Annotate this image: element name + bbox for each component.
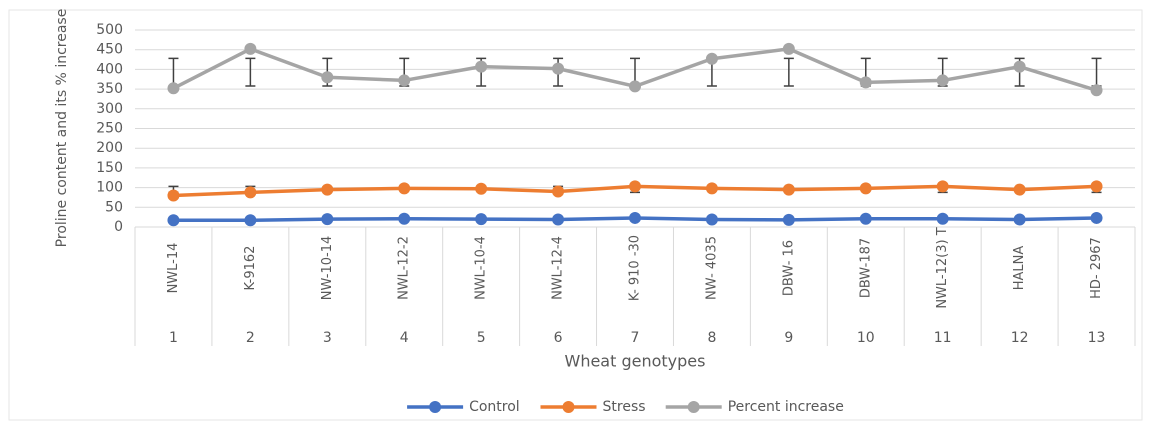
- category-number: 8: [707, 330, 716, 346]
- data-point: [167, 214, 180, 227]
- data-point: [629, 180, 641, 193]
- data-point: [705, 182, 718, 195]
- data-point: [1013, 183, 1026, 196]
- data-point: [321, 183, 334, 196]
- category-number: 6: [554, 330, 563, 346]
- category-number: 9: [784, 330, 793, 346]
- data-point: [398, 182, 411, 195]
- x-tick-label: NWL-12-2: [397, 236, 412, 300]
- x-tick-label: HALNA: [1012, 246, 1027, 291]
- legend-label: Control: [469, 399, 520, 415]
- error-bar: [783, 57, 794, 87]
- data-point: [475, 60, 488, 73]
- category-number: 11: [934, 330, 952, 346]
- data-point: [244, 42, 257, 55]
- y-tick-label: 300: [96, 101, 123, 117]
- category-number: 1: [169, 330, 178, 346]
- data-point: [552, 185, 565, 198]
- data-point: [936, 212, 949, 225]
- data-point: [1013, 213, 1026, 226]
- data-point: [936, 180, 949, 193]
- data-point: [552, 62, 565, 75]
- data-point: [936, 74, 949, 87]
- data-point: [475, 182, 488, 195]
- y-tick-label: 150: [96, 160, 123, 176]
- data-point: [244, 186, 257, 199]
- data-point: [859, 76, 872, 89]
- category-number: 7: [631, 330, 640, 346]
- category-number: 10: [857, 330, 875, 346]
- data-point: [705, 52, 718, 65]
- data-point: [167, 82, 180, 95]
- data-point: [552, 213, 565, 226]
- data-point: [629, 211, 641, 224]
- data-point: [1090, 84, 1103, 97]
- x-tick-label: DBW- 16: [781, 240, 796, 296]
- data-point: [1013, 60, 1026, 73]
- x-tick-label: HD- 2967: [1089, 237, 1104, 299]
- y-tick-label: 400: [96, 61, 123, 77]
- data-point: [167, 189, 180, 202]
- y-tick-label: 200: [96, 140, 123, 156]
- error-bar: [168, 57, 179, 87]
- legend-marker: [687, 401, 700, 413]
- data-point: [321, 213, 334, 226]
- data-point: [244, 214, 257, 227]
- y-tick-label: 0: [114, 219, 123, 235]
- x-axis-title: Wheat genotypes: [565, 352, 706, 371]
- y-tick-label: 50: [105, 199, 123, 215]
- chart-frame: [8, 9, 1143, 421]
- x-tick-label: NWL-10-4: [474, 236, 489, 300]
- x-tick-label: NWL-14: [166, 243, 181, 294]
- data-point: [321, 71, 334, 84]
- category-number: 4: [400, 330, 409, 346]
- data-point: [398, 212, 411, 225]
- x-tick-label: NWL-12-4: [551, 236, 566, 300]
- y-axis-title: Proline content and its % increase: [54, 9, 70, 248]
- data-point: [1090, 180, 1103, 193]
- category-number: 5: [477, 330, 486, 346]
- legend-label: Stress: [603, 399, 646, 415]
- data-point: [705, 213, 718, 226]
- data-point: [398, 74, 411, 87]
- category-number: 3: [323, 330, 332, 346]
- y-tick-label: 500: [96, 22, 123, 38]
- data-point: [782, 213, 795, 226]
- legend-label: Percent increase: [728, 399, 844, 415]
- error-bar: [245, 57, 256, 87]
- legend-marker: [429, 401, 442, 413]
- x-tick-label: DBW-187: [858, 238, 873, 298]
- data-point: [1090, 211, 1103, 224]
- legend-marker: [562, 401, 575, 413]
- category-number: 13: [1088, 330, 1106, 346]
- data-point: [629, 80, 641, 93]
- data-point: [782, 183, 795, 196]
- x-tick-label: NWL-12(3) T: [935, 227, 950, 308]
- category-number: 2: [246, 330, 255, 346]
- y-tick-label: 350: [96, 81, 123, 97]
- data-point: [859, 182, 872, 195]
- data-point: [475, 213, 488, 226]
- y-tick-label: 250: [96, 121, 123, 137]
- category-number: 12: [1011, 330, 1029, 346]
- x-tick-label: NW- 4035: [704, 236, 719, 300]
- data-point: [859, 212, 872, 225]
- x-tick-label: NW-10-14: [320, 236, 335, 301]
- y-tick-label: 450: [96, 42, 123, 58]
- data-point: [782, 42, 795, 55]
- error-bar: [1091, 57, 1102, 87]
- x-tick-label: K- 910 -30: [628, 235, 643, 301]
- y-tick-label: 100: [96, 180, 123, 196]
- x-tick-label: K-9162: [243, 246, 258, 291]
